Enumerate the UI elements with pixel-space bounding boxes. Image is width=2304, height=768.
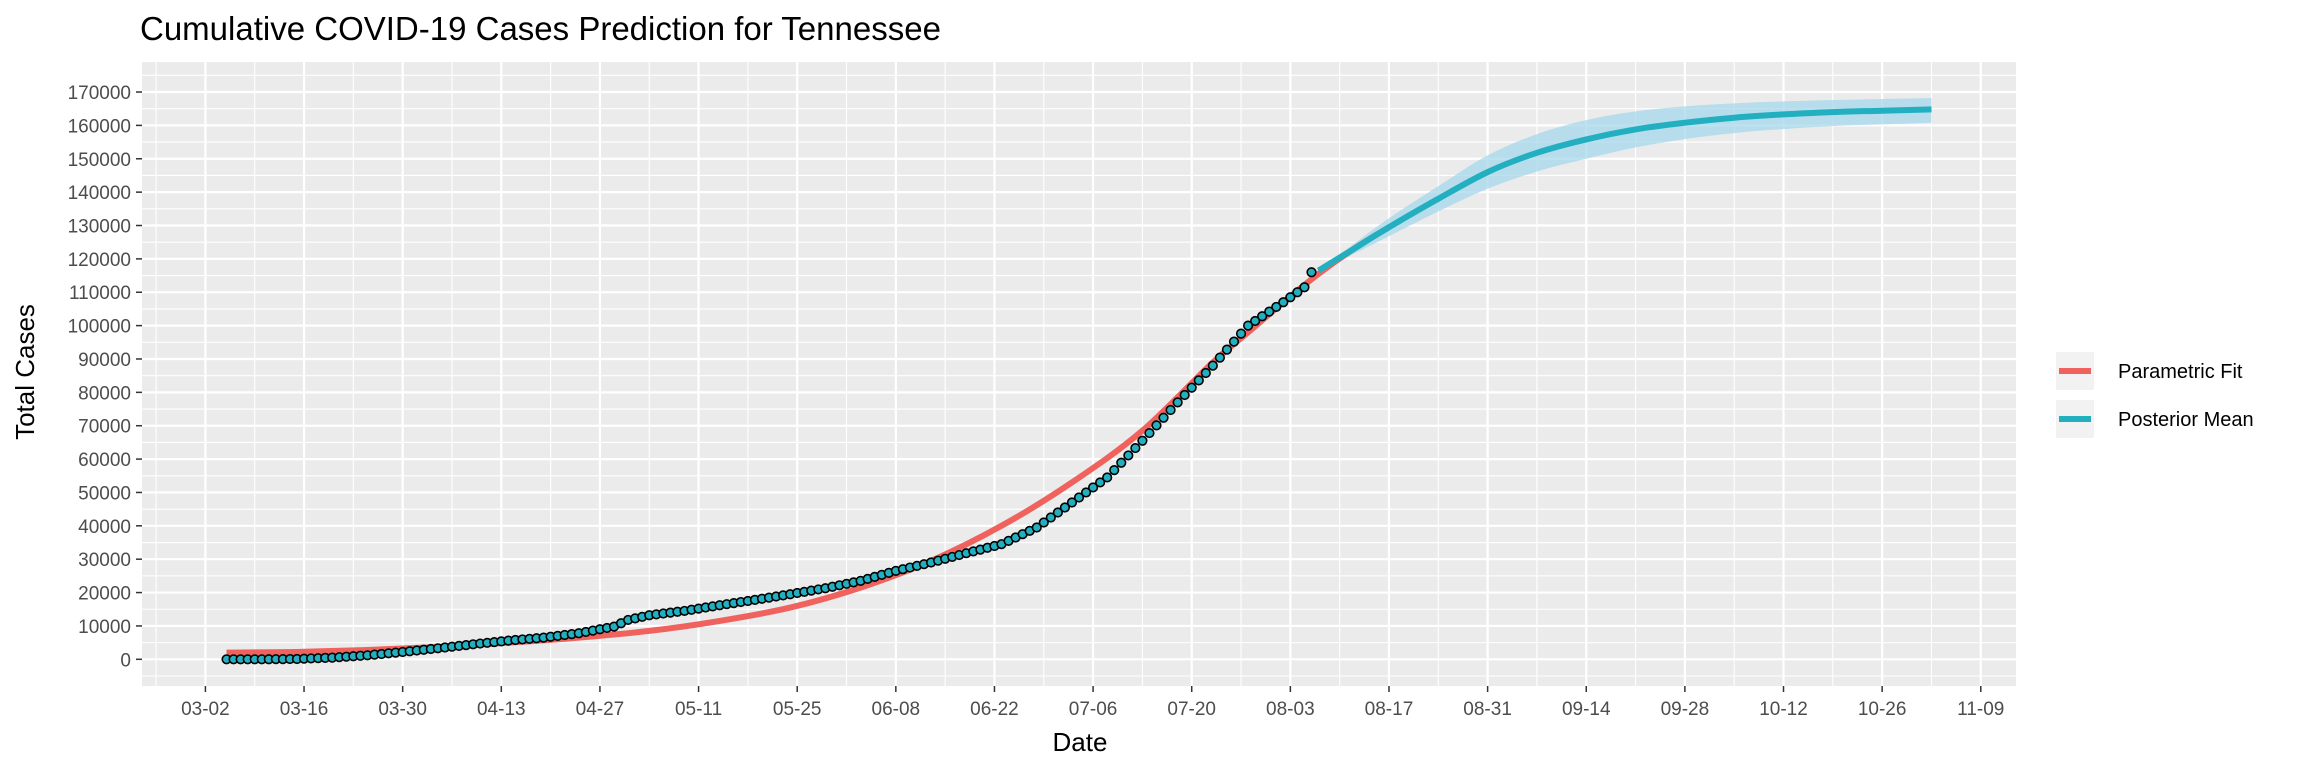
observed-point xyxy=(1200,367,1211,379)
x-tick-label: 11-09 xyxy=(1957,699,2004,720)
x-axis: 03-02 03-16 03-30 04-13 04-27 05-11 05-25 06-08… xyxy=(181,686,2004,720)
x-tick-label: 09-28 xyxy=(1661,699,1710,720)
y-tick-label: 140000 xyxy=(68,183,131,204)
observed-point xyxy=(1116,457,1127,468)
observed-point xyxy=(1095,477,1106,488)
observed-point xyxy=(1144,427,1155,439)
x-tick-label: 04-13 xyxy=(477,699,526,720)
observed-point xyxy=(1109,465,1120,476)
x-tick-label: 05-25 xyxy=(773,699,822,720)
observed-point xyxy=(1193,375,1204,386)
observed-point xyxy=(1123,450,1134,461)
observed-point xyxy=(1207,360,1218,371)
observed-point xyxy=(1228,336,1240,347)
x-tick-label: 10-12 xyxy=(1759,699,1808,720)
observed-point xyxy=(1080,487,1092,498)
y-tick-label: 50000 xyxy=(78,483,131,504)
x-tick-label: 03-30 xyxy=(378,699,427,720)
legend-label-posterior: Posterior Mean xyxy=(2118,409,2254,431)
y-tick-label: 130000 xyxy=(68,217,131,238)
x-tick-label: 08-31 xyxy=(1463,699,1512,720)
observed-point xyxy=(1172,397,1183,408)
y-tick-label: 10000 xyxy=(78,617,131,638)
y-tick-label: 70000 xyxy=(78,417,131,438)
observed-point xyxy=(1214,352,1226,363)
observed-point xyxy=(1073,492,1085,503)
observed-point xyxy=(1165,404,1176,416)
x-tick-label: 09-14 xyxy=(1562,699,1611,720)
x-tick-label: 10-26 xyxy=(1858,699,1907,720)
y-tick-label: 170000 xyxy=(68,83,131,104)
y-tick-label: 60000 xyxy=(78,450,131,471)
x-tick-label: 08-17 xyxy=(1365,699,1414,720)
y-tick-label: 0 xyxy=(120,650,131,671)
observed-point xyxy=(1271,301,1282,313)
y-axis-title: Total Cases xyxy=(10,304,40,440)
x-tick-label: 06-08 xyxy=(872,699,921,720)
x-tick-label: 05-11 xyxy=(675,699,722,720)
y-tick-label: 100000 xyxy=(68,317,131,338)
observed-point xyxy=(1130,442,1141,454)
legend-label-parametric: Parametric Fit xyxy=(2118,361,2243,383)
chart-title: Cumulative COVID-19 Cases Prediction for… xyxy=(140,10,941,47)
observed-point xyxy=(1306,267,1317,278)
observed-point xyxy=(1151,420,1162,431)
x-tick-label: 08-03 xyxy=(1266,699,1315,720)
observed-point xyxy=(1292,287,1303,298)
observed-point xyxy=(1257,311,1268,322)
observed-point xyxy=(1066,497,1078,508)
y-tick-label: 30000 xyxy=(78,550,131,571)
x-tick-label: 03-02 xyxy=(181,699,230,720)
y-tick-label: 150000 xyxy=(68,150,131,171)
y-tick-label: 20000 xyxy=(78,584,131,605)
observed-point xyxy=(1031,522,1042,533)
legend: Parametric Fit Posterior Mean xyxy=(2056,352,2254,438)
observed-point xyxy=(1179,389,1190,401)
observed-point xyxy=(1221,344,1233,355)
x-tick-label: 07-06 xyxy=(1069,699,1118,720)
posterior-mean-line xyxy=(1316,106,1932,274)
observed-point xyxy=(1285,292,1296,303)
observed-point xyxy=(1059,502,1071,513)
observed-point xyxy=(1250,315,1261,327)
observed-point xyxy=(1038,517,1049,528)
observed-point xyxy=(1264,306,1275,317)
observed-point xyxy=(1242,320,1254,331)
y-tick-label: 160000 xyxy=(68,116,131,137)
observed-point xyxy=(1045,512,1056,523)
y-tick-label: 90000 xyxy=(78,350,131,371)
observed-points xyxy=(221,267,1317,665)
x-tick-label: 04-27 xyxy=(576,699,625,720)
x-tick-label: 07-20 xyxy=(1167,699,1216,720)
observed-point xyxy=(1137,435,1148,446)
x-axis-title: Date xyxy=(1053,727,1108,757)
y-tick-label: 80000 xyxy=(78,383,131,404)
y-axis: 0 10000 20000 30000 40000 50000 60000 70000 8000… xyxy=(68,83,142,671)
x-tick-label: 06-22 xyxy=(970,699,1019,720)
observed-point xyxy=(1087,482,1099,493)
plot-panel xyxy=(142,62,2016,686)
y-tick-label: 110000 xyxy=(69,283,131,304)
y-tick-label: 120000 xyxy=(68,250,131,271)
observed-point xyxy=(1186,382,1197,393)
observed-point xyxy=(1102,472,1113,483)
observed-point xyxy=(1052,507,1063,518)
observed-point xyxy=(1158,412,1169,423)
x-tick-label: 03-16 xyxy=(280,699,329,720)
observed-point xyxy=(1235,328,1247,339)
observed-point xyxy=(1278,297,1289,308)
y-tick-label: 40000 xyxy=(78,517,131,538)
observed-point xyxy=(1299,282,1310,293)
